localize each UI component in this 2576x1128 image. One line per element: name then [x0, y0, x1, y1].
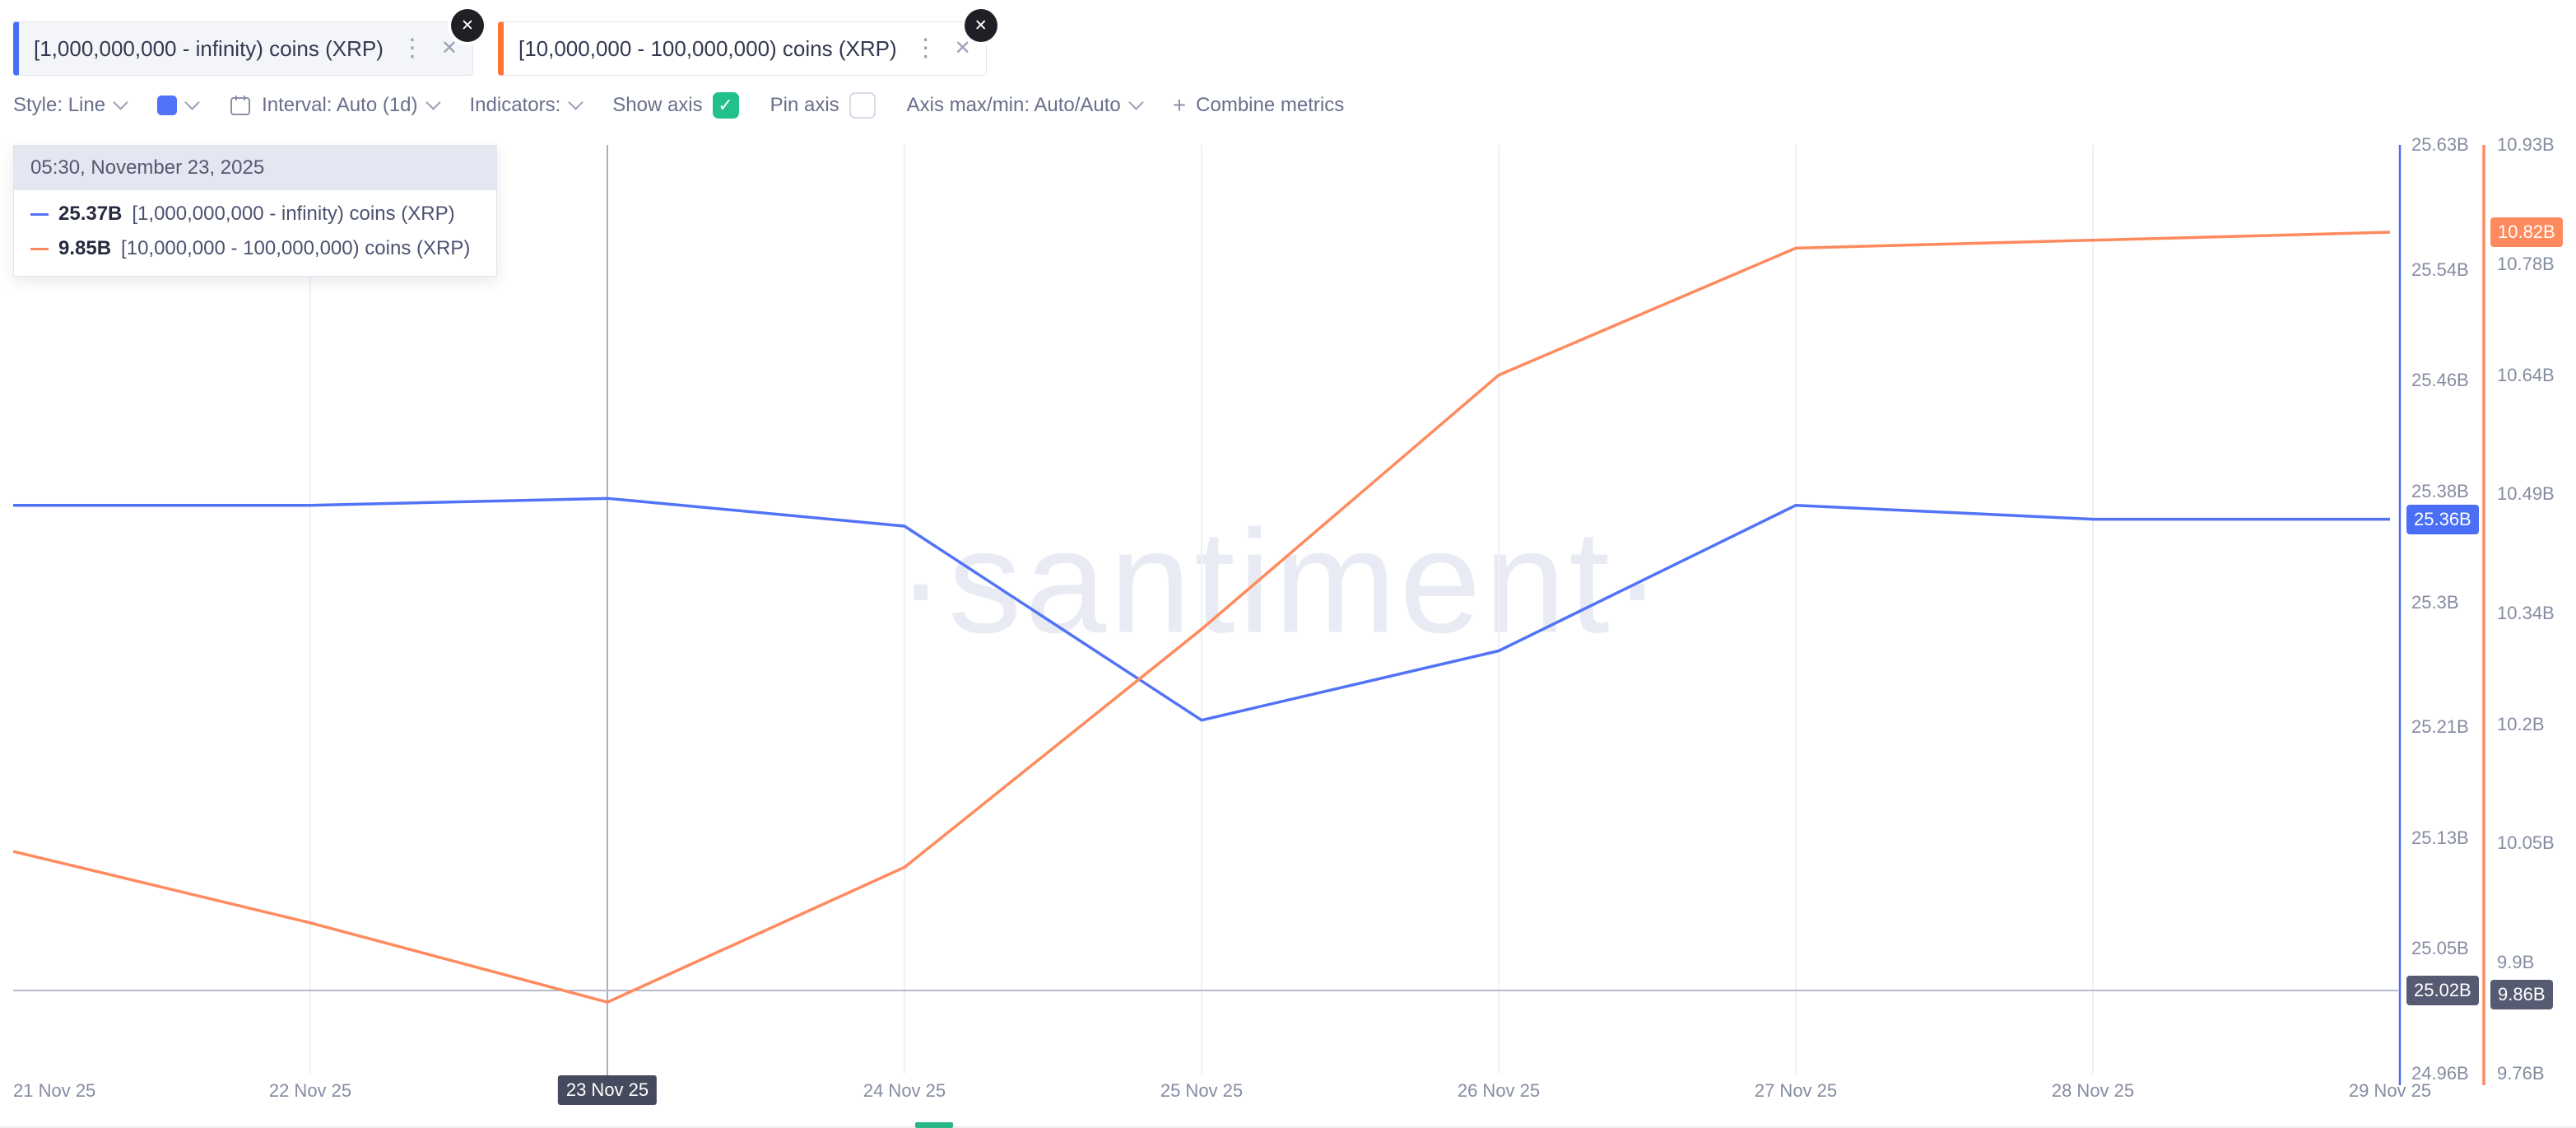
- calendar-icon: [230, 96, 251, 115]
- tooltip-body: 25.37B [1,000,000,000 - infinity) coins …: [14, 190, 496, 276]
- show-axis-checkbox[interactable]: ✓: [712, 92, 739, 119]
- bottom-divider: [0, 1126, 2576, 1128]
- remove-metric-badge-icon[interactable]: ✕: [964, 9, 997, 42]
- axis-maxmin-dropdown[interactable]: Axis max/min: Auto/Auto: [906, 94, 1144, 117]
- tooltip-series-name: [10,000,000 - 100,000,000) coins (XRP): [121, 237, 471, 259]
- style-dropdown-label: Style: Line: [13, 94, 106, 116]
- tooltip-row: 9.85B [10,000,000 - 100,000,000) coins (…: [30, 231, 480, 266]
- tooltip-series-name: [1,000,000,000 - infinity) coins (XRP): [132, 203, 455, 225]
- tooltip-value: 9.85B: [58, 237, 112, 259]
- combine-metrics-button[interactable]: + Combine metrics: [1173, 92, 1344, 119]
- metric-tab-label: [10,000,000 - 100,000,000) coins (XRP): [518, 35, 897, 61]
- metric-tabs-row: [1,000,000,000 - infinity) coins (XRP) ⋮…: [13, 9, 997, 76]
- color-picker[interactable]: [157, 94, 200, 115]
- show-axis-label: Show axis: [612, 94, 703, 116]
- plus-icon: +: [1172, 92, 1187, 118]
- interval-dropdown[interactable]: Interval: Auto (1d): [229, 94, 441, 117]
- blue-series-swatch: [30, 212, 49, 216]
- series-line: [13, 496, 2390, 722]
- chevron-down-icon: [425, 94, 441, 110]
- kebab-menu-icon[interactable]: ⋮: [399, 35, 425, 62]
- tooltip-timestamp: 05:30, November 23, 2025: [14, 146, 496, 190]
- remove-metric-badge-icon[interactable]: ✕: [450, 9, 484, 42]
- show-axis-toggle[interactable]: Show axis ✓: [612, 92, 739, 119]
- metric-tab-billion-coins[interactable]: [1,000,000,000 - infinity) coins (XRP) ⋮…: [13, 9, 484, 76]
- kebab-menu-icon[interactable]: ⋮: [913, 35, 938, 62]
- color-swatch: [157, 96, 178, 115]
- style-dropdown[interactable]: Style: Line: [13, 94, 128, 117]
- chart-toolbar: Style: Line Interval: Auto (1d) Indicato…: [13, 92, 1344, 119]
- chevron-down-icon: [568, 94, 584, 110]
- close-icon[interactable]: ✕: [440, 37, 458, 59]
- pin-axis-label: Pin axis: [770, 94, 839, 116]
- chart-tooltip: 05:30, November 23, 2025 25.37B [1,000,0…: [13, 145, 497, 277]
- interval-dropdown-label: Interval: Auto (1d): [262, 94, 418, 116]
- axis-maxmin-label: Axis max/min: Auto/Auto: [906, 94, 1121, 116]
- pin-axis-toggle[interactable]: Pin axis: [770, 92, 876, 119]
- chevron-down-icon: [1128, 94, 1144, 110]
- tooltip-row: 25.37B [1,000,000,000 - infinity) coins …: [30, 197, 480, 231]
- chevron-down-icon: [113, 94, 128, 110]
- indicators-dropdown[interactable]: Indicators:: [469, 94, 584, 117]
- series-line: [12, 231, 2391, 1004]
- indicators-dropdown-label: Indicators:: [469, 94, 561, 116]
- santiment-watermark: ·santiment·: [895, 499, 1666, 664]
- orange-series-swatch: [30, 247, 49, 250]
- metric-tab-million-coins[interactable]: [10,000,000 - 100,000,000) coins (XRP) ⋮…: [497, 9, 997, 76]
- pin-axis-checkbox[interactable]: [849, 92, 876, 119]
- tooltip-value: 25.37B: [58, 203, 123, 225]
- metric-tab-label: [1,000,000,000 - infinity) coins (XRP): [34, 35, 384, 61]
- combine-metrics-label: Combine metrics: [1196, 94, 1345, 116]
- bottom-teal-indicator: [915, 1122, 953, 1128]
- close-icon[interactable]: ✕: [954, 37, 971, 59]
- chevron-down-icon: [184, 94, 200, 110]
